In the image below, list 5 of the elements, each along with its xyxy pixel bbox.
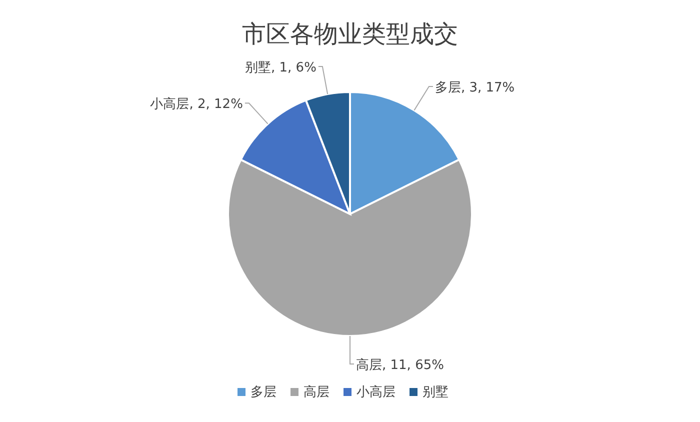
legend-label: 高层 [304, 384, 330, 400]
legend-label: 多层 [250, 385, 276, 400]
legend-label: 小高层 [356, 384, 396, 400]
title: 市区各物业类型成交 [242, 20, 458, 48]
legend-label: 别墅 [422, 385, 448, 400]
